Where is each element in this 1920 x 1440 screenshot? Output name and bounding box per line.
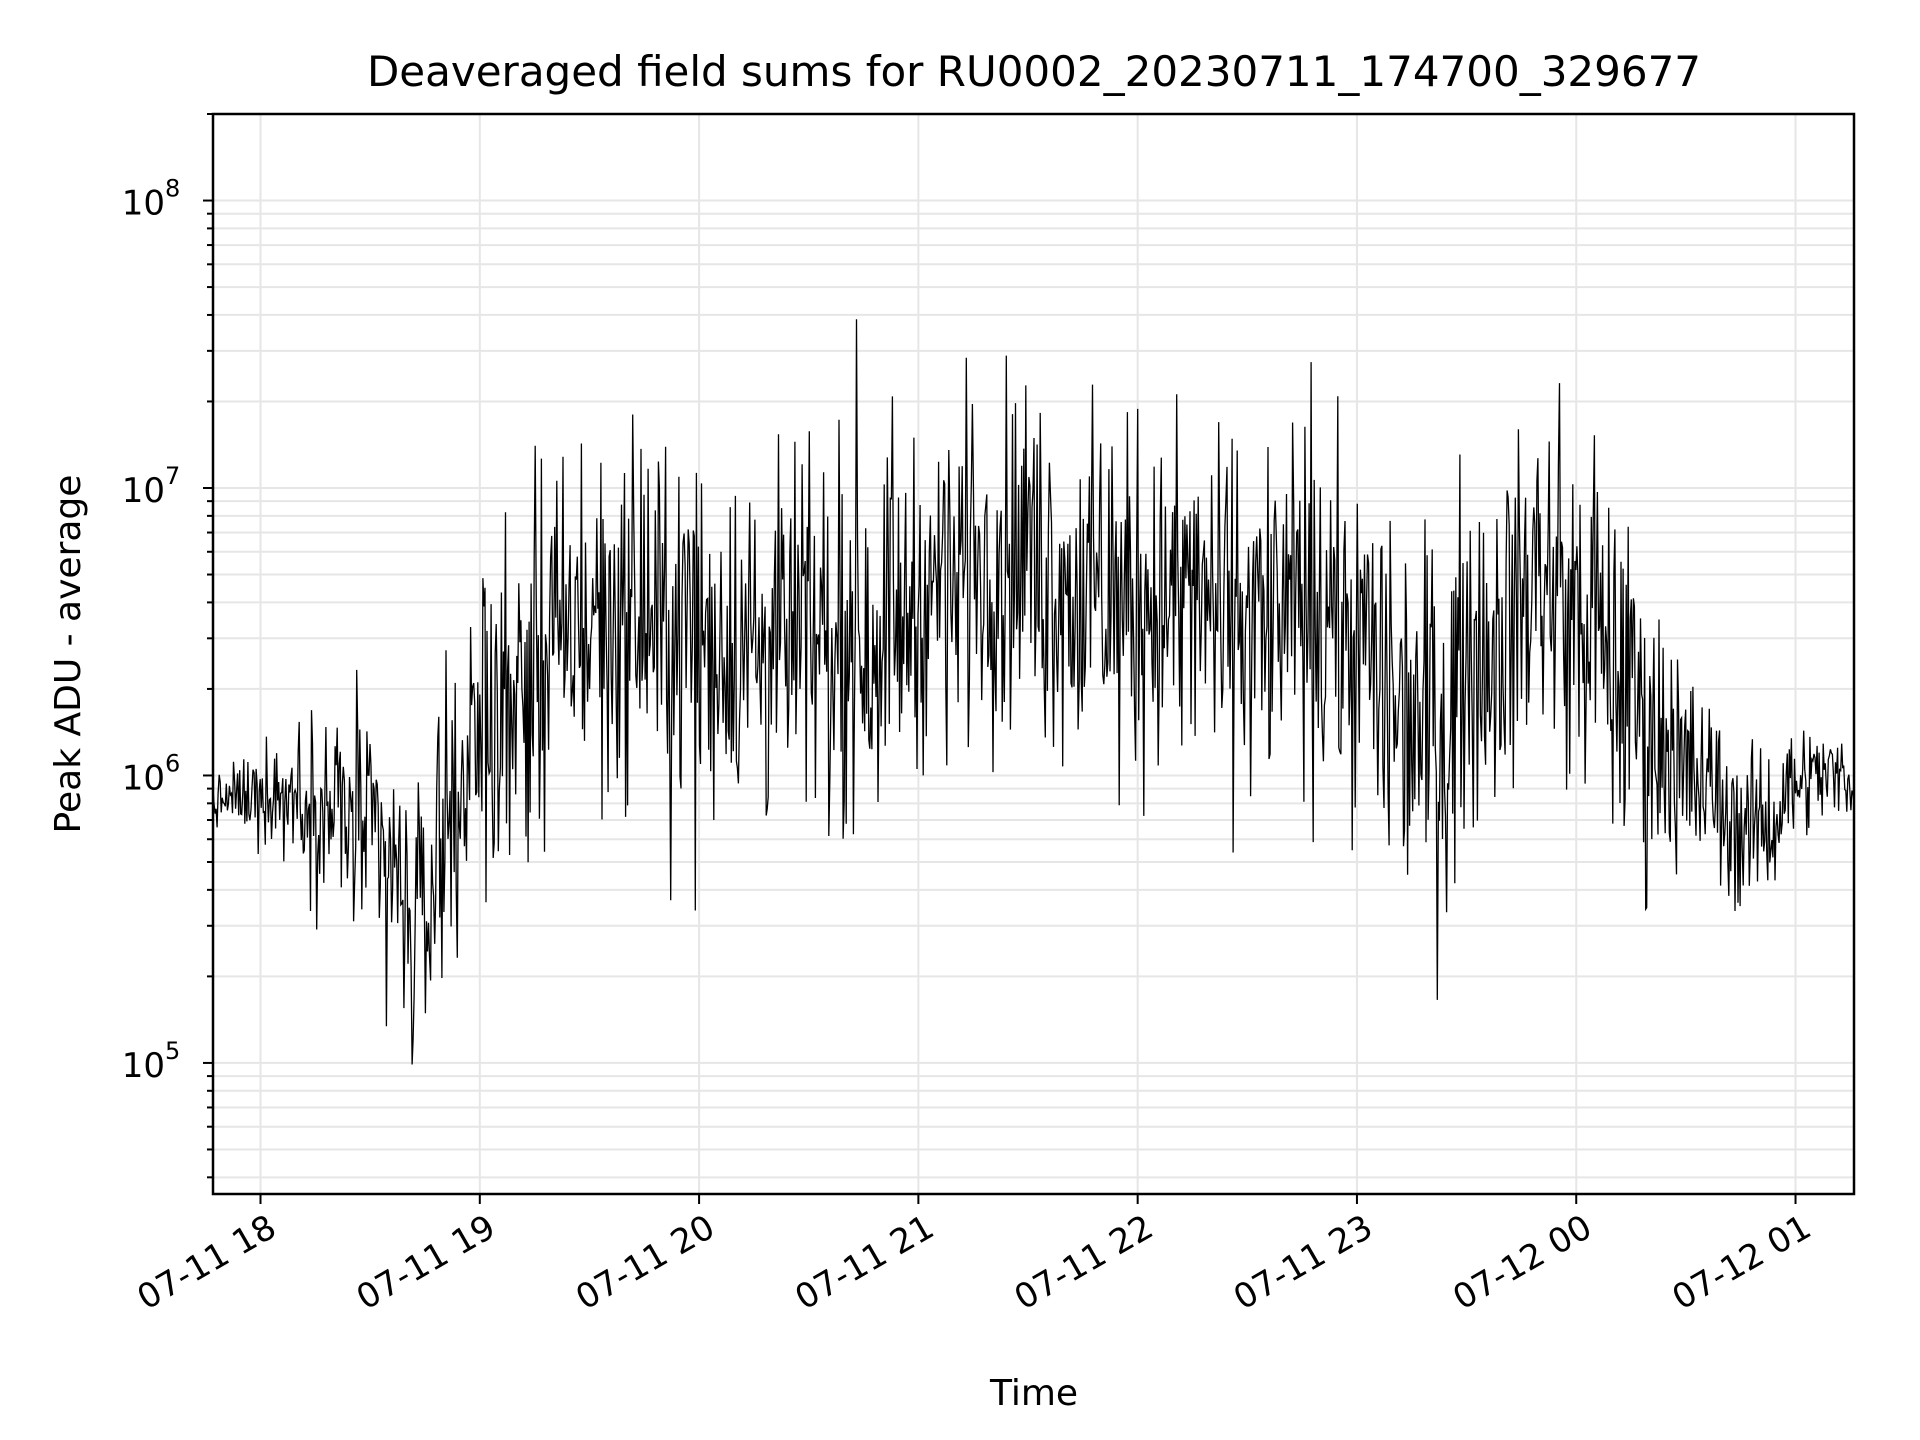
y-axis-label: Peak ADU - average xyxy=(48,475,89,834)
chart-title: Deaveraged field sums for RU0002_2023071… xyxy=(367,47,1701,96)
series-line xyxy=(212,319,1855,1065)
plot-frame xyxy=(211,112,1856,1196)
x-axis-label: Time xyxy=(989,1373,1078,1414)
y-tick-label: 105 xyxy=(122,1037,181,1086)
y-tick-label: 106 xyxy=(122,749,181,798)
y-axis: 105 106 107 108 xyxy=(122,113,213,1179)
y-tick-label: 108 xyxy=(122,175,181,224)
y-tick-label: 107 xyxy=(122,462,181,511)
